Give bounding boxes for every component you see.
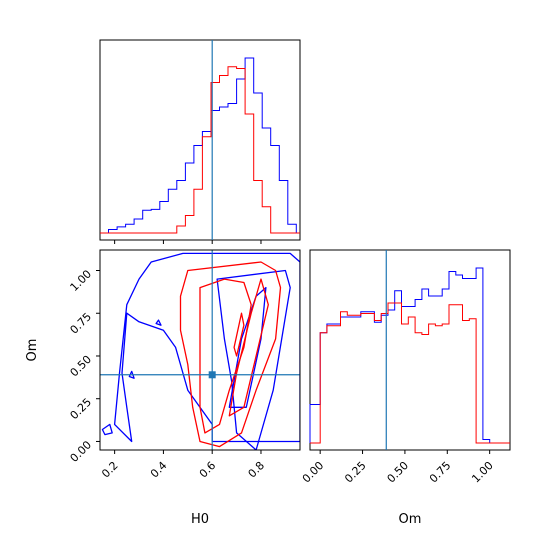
om-histogram-tick-label-2: 0.50	[385, 459, 412, 486]
joint-contour-group	[101, 252, 300, 450]
joint-y-tick-label-2: 0.50	[68, 353, 95, 380]
joint-x-tick-label-3: 0.8	[246, 459, 268, 481]
joint-x-tick-label-0: 0.2	[99, 459, 121, 481]
joint-contour-0-3	[101, 423, 113, 436]
om-histogram-series-1	[310, 302, 510, 444]
h0-histogram-x-ticks	[114, 240, 262, 244]
om-histogram-tick-label-4: 1.00	[469, 459, 496, 486]
joint-y-tick-label-4: 1.00	[68, 267, 95, 294]
joint-x-tick-label-1: 0.4	[148, 459, 170, 481]
om-histogram-tick-label-3: 0.75	[427, 459, 454, 486]
joint-contour-1-2	[228, 278, 269, 417]
om-histogram-series	[309, 250, 510, 450]
h0-histogram-panel	[99, 39, 301, 244]
joint-y-tick-label-0: 0.00	[68, 438, 95, 465]
joint-y-tick-label-1: 0.25	[68, 396, 95, 423]
h0-histogram-series-1	[100, 66, 300, 234]
om-histogram-x-ticks: 0.00 0.25 0.50 0.75 1.00	[300, 450, 496, 485]
joint-contour-1-0	[179, 261, 282, 448]
joint-contour-1-3	[233, 312, 245, 357]
joint-contour-0-0	[113, 252, 300, 443]
joint-x-tick-label-2: 0.6	[197, 459, 219, 481]
joint-ticks: 0.2 0.4 0.6 0.8 0.00 0.25 0.50 0.75 1.00	[68, 267, 267, 480]
joint-contour-0-5	[155, 319, 162, 326]
om-histogram-panel: 0.00 0.25 0.50 0.75 1.00 Om	[300, 249, 511, 527]
joint-truth-marker	[208, 371, 216, 379]
om-histogram-frame	[309, 249, 511, 451]
h0-om-joint-panel: 0.2 0.4 0.6 0.8 0.00 0.25 0.50 0.75 1.00 H0 Om	[25, 249, 301, 527]
h0-histogram-frame	[99, 39, 301, 241]
y-axis-label-om: Om	[25, 339, 40, 362]
om-histogram-tick-label-0: 0.00	[300, 459, 327, 486]
om-histogram-series-0	[309, 267, 510, 444]
joint-y-tick-label-3: 0.75	[68, 310, 95, 337]
joint-contour-1-1	[199, 278, 252, 434]
x-axis-label-h0: H0	[191, 512, 209, 527]
joint-frame	[99, 249, 301, 451]
joint-contours	[100, 250, 300, 450]
joint-contour-0-1	[216, 269, 291, 450]
x-axis-label-om: Om	[399, 512, 422, 527]
om-histogram-tick-label-1: 0.25	[342, 459, 369, 486]
h0-histogram-series	[100, 40, 300, 240]
joint-contour-0-2	[228, 286, 267, 408]
